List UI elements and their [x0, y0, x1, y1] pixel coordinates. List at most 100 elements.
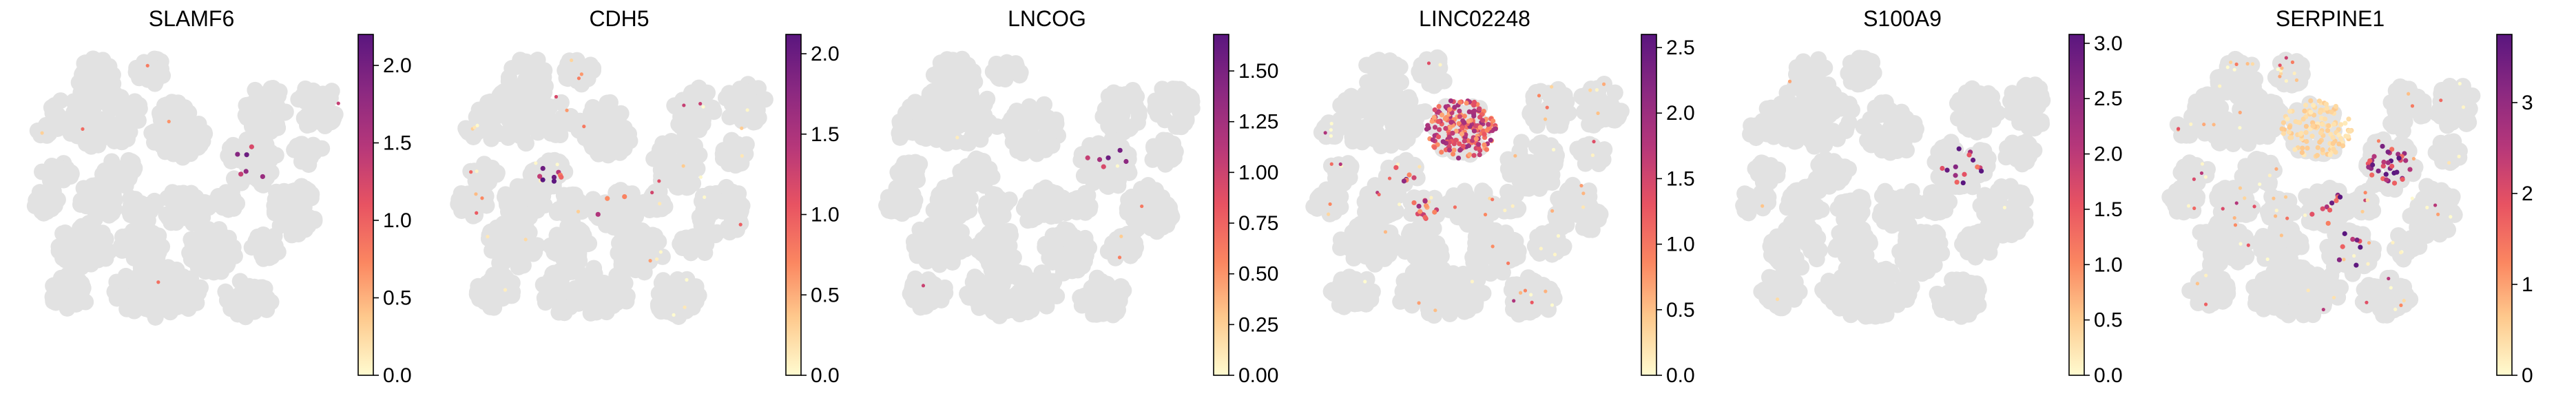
cell-point	[503, 274, 521, 291]
expressed-cell-point	[554, 94, 559, 99]
expressed-cell-point	[582, 125, 586, 129]
cell-point	[938, 135, 955, 152]
expressed-cell-point	[559, 174, 564, 180]
cell-point	[481, 293, 499, 310]
colorbar-tick-label: 1.5	[811, 123, 840, 146]
cell-point	[1178, 110, 1195, 127]
cell-point	[1105, 103, 1123, 121]
cell-point	[247, 81, 264, 98]
colorbar-tick-label: 1.5	[1666, 167, 1695, 190]
cell-point	[1043, 273, 1061, 290]
colorbar-tick-label: 1.50	[1238, 60, 1278, 83]
expressed-cell-point	[1450, 130, 1455, 136]
cell-point	[1049, 189, 1066, 206]
expressed-cell-point	[537, 174, 543, 179]
cell-point	[1440, 266, 1457, 283]
cell-point	[750, 109, 767, 126]
cell-point	[473, 186, 490, 203]
cell-point	[676, 114, 694, 132]
cell-point	[60, 239, 77, 256]
expressed-cell-point	[472, 125, 477, 129]
cell-point	[481, 167, 498, 185]
cell-point	[1396, 97, 1413, 114]
cell-point	[1069, 251, 1086, 269]
cell-point	[211, 221, 228, 238]
expressed-cell-point	[1432, 209, 1437, 215]
cell-point	[1122, 247, 1139, 264]
cell-point	[189, 139, 207, 156]
cell-point	[1108, 160, 1125, 178]
cell-point	[568, 52, 585, 69]
cell-point	[183, 241, 200, 258]
expressed-cell-point	[1422, 198, 1428, 204]
expressed-cell-point	[551, 178, 557, 184]
cell-point	[247, 93, 264, 110]
cell-point	[85, 50, 102, 67]
expressed-cell-point	[145, 63, 149, 67]
cell-point	[1882, 102, 1899, 119]
expressed-cell-point	[1448, 98, 1454, 104]
cell-point	[1457, 274, 1475, 291]
cell-point	[523, 191, 540, 208]
expressed-cell-point	[1101, 164, 1106, 169]
expressed-cell-point	[1537, 94, 1541, 98]
cell-point	[73, 218, 90, 235]
cell-point	[116, 270, 134, 287]
colorbar: 0.00.51.01.52.0	[785, 34, 840, 387]
cell-point	[538, 160, 555, 178]
cell-point	[983, 116, 1000, 134]
cell-point	[168, 261, 185, 278]
expressed-cell-point	[523, 238, 528, 242]
cell-point	[98, 68, 115, 85]
cell-point	[1541, 229, 1559, 247]
cell-point	[574, 236, 591, 253]
cell-point	[591, 141, 608, 158]
cell-point	[987, 243, 1004, 260]
cell-point	[1581, 151, 1599, 168]
cell-point	[1367, 235, 1384, 253]
colorbar-tick-label: 1.0	[1666, 233, 1695, 256]
cell-point	[1460, 289, 1477, 306]
cell-point	[1417, 281, 1434, 298]
expressed-cell-point	[1488, 137, 1493, 143]
cell-point	[1531, 245, 1548, 262]
cell-point	[1047, 207, 1064, 224]
expressed-cell-point	[1440, 139, 1446, 145]
cell-point	[699, 84, 716, 101]
cell-point	[1851, 76, 1869, 93]
cell-point	[1158, 132, 1175, 149]
expressed-cell-point	[1439, 112, 1445, 118]
cell-point	[674, 235, 691, 253]
colorbar-frame	[785, 34, 802, 376]
expressed-cell-point	[1328, 202, 1332, 207]
cell-point	[297, 80, 314, 97]
cell-point	[1876, 182, 1893, 200]
expressed-cell-point	[740, 154, 744, 158]
cell-point	[1389, 127, 1406, 144]
cell-point	[63, 165, 80, 182]
cell-point	[979, 90, 996, 107]
cell-point	[1467, 234, 1484, 251]
expressed-cell-point	[1471, 153, 1477, 158]
expressed-cell-point	[1429, 196, 1433, 200]
expressed-cell-point	[1471, 103, 1477, 108]
expressed-cell-point	[1457, 114, 1463, 119]
cell-point	[1559, 181, 1577, 198]
cell-point	[1175, 91, 1192, 108]
cell-point	[989, 220, 1006, 237]
cell-point	[956, 204, 973, 221]
cell-point	[1145, 139, 1163, 156]
colorbar-frame	[1641, 34, 1657, 376]
cell-point	[125, 162, 143, 179]
colorbar: 0.000.250.500.751.001.251.50	[1213, 34, 1278, 387]
expressed-cell-point	[1447, 107, 1453, 112]
expressed-cell-point	[1463, 132, 1468, 138]
cell-point	[284, 224, 301, 242]
cell-point	[998, 62, 1015, 79]
expressed-cell-point	[81, 127, 85, 132]
cell-point	[1367, 131, 1384, 148]
colorbar-tick-label: 0.5	[811, 284, 840, 306]
expressed-cell-point	[1493, 126, 1498, 132]
